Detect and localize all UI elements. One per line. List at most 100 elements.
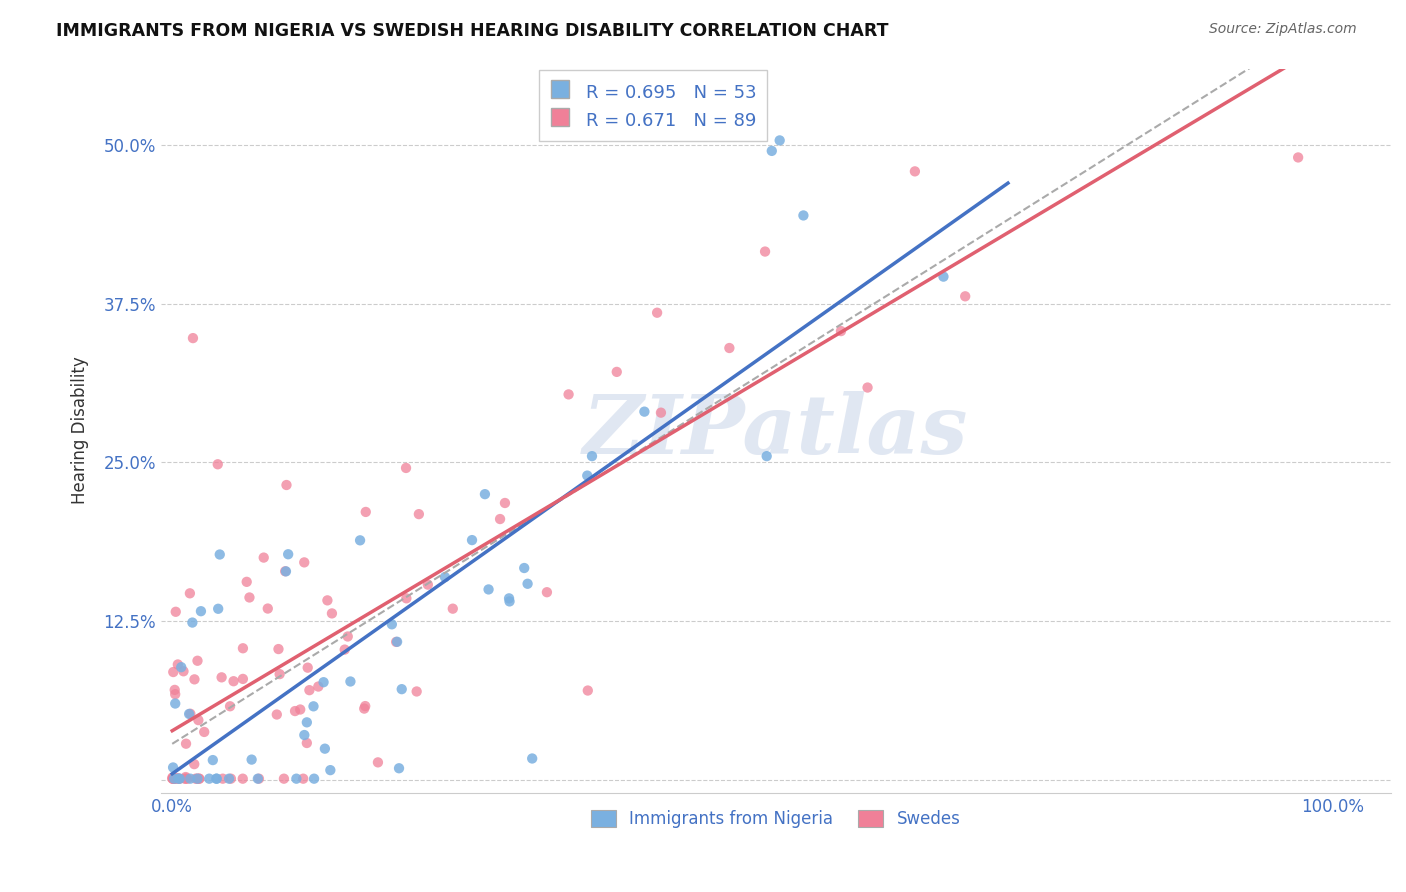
Text: ZIPatlas: ZIPatlas — [583, 391, 969, 471]
Point — [184, 772, 207, 786]
Point — [267, 642, 290, 657]
Point — [416, 577, 439, 591]
Point — [169, 772, 191, 786]
Point — [266, 707, 288, 722]
Point — [391, 682, 413, 697]
Point — [650, 406, 672, 420]
Point — [292, 772, 315, 786]
Point — [339, 674, 361, 689]
Point — [477, 582, 499, 597]
Point — [314, 741, 336, 756]
Point — [183, 673, 205, 687]
Point — [498, 594, 520, 608]
Point — [163, 772, 186, 786]
Point — [932, 269, 955, 284]
Point — [232, 672, 254, 686]
Point — [162, 772, 184, 786]
Point — [297, 660, 319, 674]
Point — [321, 607, 343, 621]
Point — [302, 772, 325, 786]
Point — [273, 772, 295, 786]
Point — [218, 772, 240, 786]
Point — [494, 496, 516, 510]
Point — [576, 683, 599, 698]
Point — [349, 533, 371, 548]
Point — [190, 604, 212, 618]
Point — [183, 757, 205, 772]
Point — [174, 772, 197, 786]
Point — [354, 699, 377, 714]
Point — [298, 683, 321, 698]
Point — [174, 737, 197, 751]
Point — [167, 772, 190, 786]
Point — [179, 772, 201, 786]
Point — [292, 555, 315, 569]
Point — [433, 570, 456, 584]
Point — [186, 772, 208, 786]
Point — [606, 365, 628, 379]
Point — [274, 564, 297, 578]
Point — [165, 687, 187, 701]
Point — [174, 772, 197, 786]
Point — [162, 665, 184, 679]
Point — [165, 605, 187, 619]
Point — [211, 772, 233, 786]
Text: IMMIGRANTS FROM NIGERIA VS SWEDISH HEARING DISABILITY CORRELATION CHART: IMMIGRANTS FROM NIGERIA VS SWEDISH HEARI… — [56, 22, 889, 40]
Point — [277, 547, 299, 561]
Point — [354, 505, 377, 519]
Point — [284, 704, 307, 718]
Point — [856, 380, 879, 394]
Point — [581, 449, 603, 463]
Point — [247, 772, 270, 786]
Point — [536, 585, 558, 599]
Point — [307, 680, 329, 694]
Point — [769, 133, 792, 147]
Point — [498, 591, 520, 606]
Point — [302, 699, 325, 714]
Point — [166, 657, 188, 672]
Point — [1286, 151, 1309, 165]
Point — [240, 753, 263, 767]
Point — [395, 461, 418, 475]
Point — [576, 468, 599, 483]
Point — [187, 713, 209, 727]
Point — [408, 507, 430, 521]
Point — [312, 675, 335, 690]
Point — [319, 763, 342, 777]
Point — [163, 772, 186, 786]
Point — [165, 697, 187, 711]
Point — [205, 772, 228, 786]
Point — [246, 772, 269, 786]
Point — [557, 387, 579, 401]
Point — [285, 772, 308, 786]
Point — [166, 771, 188, 785]
Point — [474, 487, 496, 501]
Point — [205, 772, 228, 786]
Point — [219, 772, 242, 786]
Point — [211, 670, 233, 684]
Point — [645, 306, 668, 320]
Point — [256, 601, 278, 615]
Point — [186, 772, 208, 786]
Point — [179, 586, 201, 600]
Point — [792, 209, 814, 223]
Point — [336, 630, 359, 644]
Point — [179, 706, 201, 721]
Point — [238, 591, 260, 605]
Point — [633, 404, 655, 418]
Point — [207, 601, 229, 615]
Point — [516, 576, 538, 591]
Point — [274, 565, 297, 579]
Point — [181, 331, 204, 345]
Point — [513, 561, 536, 575]
Point — [198, 772, 221, 786]
Point — [276, 478, 298, 492]
Point — [232, 641, 254, 656]
Point — [953, 289, 976, 303]
Point — [193, 725, 215, 739]
Point — [290, 702, 312, 716]
Point — [162, 771, 184, 785]
Point — [167, 772, 190, 786]
Point — [201, 753, 224, 767]
Point — [353, 701, 375, 715]
